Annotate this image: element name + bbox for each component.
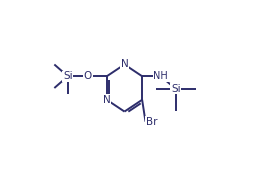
- Text: Br: Br: [146, 117, 157, 127]
- Text: Si: Si: [171, 84, 181, 94]
- Text: NH: NH: [153, 71, 168, 81]
- Text: N: N: [121, 60, 128, 69]
- Text: N: N: [103, 95, 111, 105]
- Text: O: O: [84, 71, 92, 81]
- Text: Si: Si: [63, 71, 73, 81]
